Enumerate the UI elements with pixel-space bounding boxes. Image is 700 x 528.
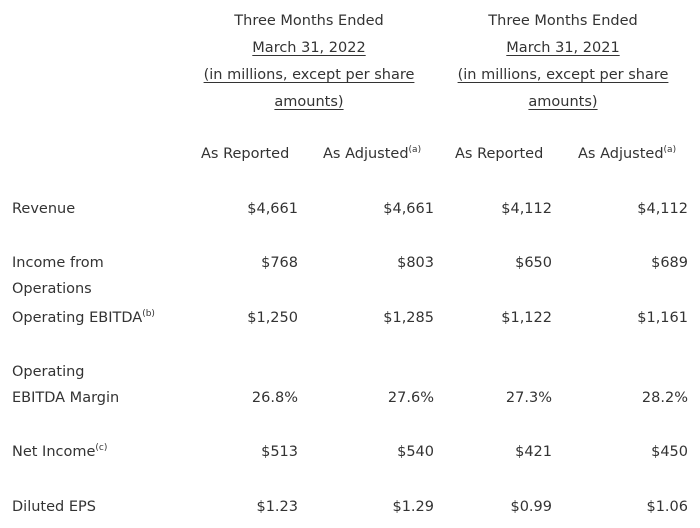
- cell-income-ops-reported-2022: $768: [261, 255, 298, 271]
- cell-margin-adjusted-2022: 27.6%: [387, 390, 434, 406]
- cell-net-income-reported-2022: $513: [261, 444, 298, 460]
- cell-revenue-adjusted-2021: $4,112: [637, 201, 688, 217]
- period-units-cont: amounts): [528, 94, 598, 110]
- cell-eps-adjusted-2021: $1.06: [646, 499, 688, 515]
- col-header-as-reported-2021: As Reported: [455, 146, 544, 162]
- row-label-net-income: Net Income(c): [12, 443, 108, 461]
- cell-margin-reported-2022: 26.8%: [251, 390, 298, 406]
- cell-revenue-reported-2021: $4,112: [501, 201, 552, 217]
- row-label-operating-ebitda: Operating EBITDA(b): [12, 309, 155, 327]
- period-units-cont: amounts): [274, 94, 344, 110]
- period-units: (in millions, except per share: [203, 67, 415, 83]
- cell-ebitda-adjusted-2021: $1,161: [637, 310, 688, 326]
- col-header-as-adjusted-2021: As Adjusted(a): [578, 145, 677, 163]
- col-header-as-reported-2022: As Reported: [201, 146, 290, 162]
- col-header-as-adjusted-2022: As Adjusted(a): [323, 145, 422, 163]
- row-label-income-from-operations: Income from Operations: [12, 255, 104, 297]
- cell-net-income-adjusted-2021: $450: [651, 444, 688, 460]
- row-label-diluted-eps: Diluted EPS: [12, 499, 96, 515]
- row-label-revenue: Revenue: [12, 201, 76, 217]
- period-date: March 31, 2022: [252, 40, 366, 56]
- cell-revenue-adjusted-2022: $4,661: [383, 201, 434, 217]
- cell-income-ops-reported-2021: $650: [515, 255, 552, 271]
- cell-ebitda-reported-2021: $1,122: [501, 310, 552, 326]
- period-header-2021: Three Months Ended March 31, 2021 (in mi…: [457, 8, 669, 116]
- cell-ebitda-adjusted-2022: $1,285: [383, 310, 434, 326]
- cell-net-income-reported-2021: $421: [515, 444, 552, 460]
- row-label-operating-ebitda-margin: Operating EBITDA Margin: [12, 364, 120, 406]
- cell-revenue-reported-2022: $4,661: [247, 201, 298, 217]
- period-date: March 31, 2021: [506, 40, 620, 56]
- cell-net-income-adjusted-2022: $540: [397, 444, 434, 460]
- period-title: Three Months Ended: [488, 13, 638, 29]
- cell-income-ops-adjusted-2022: $803: [397, 255, 434, 271]
- cell-margin-reported-2021: 27.3%: [505, 390, 552, 406]
- cell-eps-reported-2022: $1.23: [256, 499, 298, 515]
- cell-income-ops-adjusted-2021: $689: [651, 255, 688, 271]
- period-units: (in millions, except per share: [457, 67, 669, 83]
- period-title: Three Months Ended: [234, 13, 384, 29]
- cell-ebitda-reported-2022: $1,250: [247, 310, 298, 326]
- cell-margin-adjusted-2021: 28.2%: [641, 390, 688, 406]
- cell-eps-reported-2021: $0.99: [510, 499, 552, 515]
- period-header-2022: Three Months Ended March 31, 2022 (in mi…: [203, 8, 415, 116]
- cell-eps-adjusted-2022: $1.29: [392, 499, 434, 515]
